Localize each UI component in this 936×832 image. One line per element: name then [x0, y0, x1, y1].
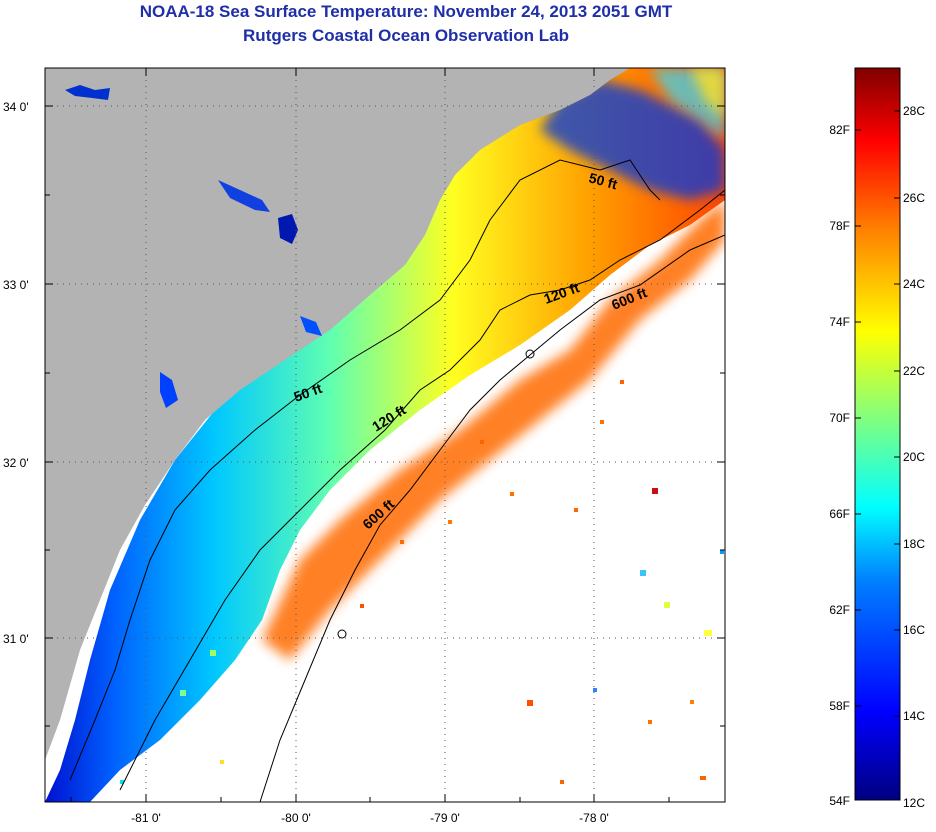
isobath-120ft: [119, 189, 725, 791]
colorbar-c-label: 20C: [903, 450, 925, 464]
sst-field: [45, 68, 725, 802]
colorbar-c-label: 18C: [903, 537, 925, 551]
isobath-50ft: [69, 159, 661, 781]
lon-label: -81 0': [131, 811, 161, 825]
lat-label: 32 0': [3, 456, 29, 470]
colorbar-f-label: 74F: [829, 315, 850, 329]
lon-label: -78 0': [579, 811, 609, 825]
map-frame: [44, 67, 726, 803]
lat-label: 34 0': [3, 100, 29, 114]
colorbar-c-label: 14C: [903, 709, 925, 723]
colorbar-f-label: 54F: [829, 794, 850, 808]
isobath-600ft: [259, 234, 725, 802]
lat-label: 33 0': [3, 278, 29, 292]
colorbar-f-label: 70F: [829, 411, 850, 425]
inland-water: [65, 85, 110, 100]
map-title: NOAA-18 Sea Surface Temperature: Novembe…: [139, 2, 673, 21]
map-subtitle: Rutgers Coastal Ocean Observation Lab: [243, 26, 569, 45]
colorbar-f-label: 78F: [829, 219, 850, 233]
colorbar-scale: [854, 67, 901, 801]
colorbar-c-label: 12C: [903, 796, 925, 810]
lon-label: -79 0': [430, 811, 460, 825]
land-mass: [45, 68, 630, 760]
colorbar-f-label: 66F: [829, 507, 850, 521]
colorbar-f-label: 58F: [829, 699, 850, 713]
lat-label: 31 0': [3, 632, 29, 646]
colorbar-c-label: 16C: [903, 623, 925, 637]
colorbar-c-label: 26C: [903, 191, 925, 205]
map-panel: 50 ft 50 ft 120 ft 120 ft 600 ft 600 ft: [45, 68, 725, 802]
colorbar-c-label: 22C: [903, 364, 925, 378]
colorbar-c-label: 24C: [903, 277, 925, 291]
cold-plume: [540, 80, 725, 200]
warm-water-band: [262, 200, 725, 660]
graticule: [45, 68, 725, 802]
colorbar-f-label: 62F: [829, 603, 850, 617]
colorbar: 82F 78F 74F 70F 66F 62F 58F 54F 28C 26C …: [829, 67, 925, 810]
colorbar-f-label: 82F: [829, 123, 850, 137]
isobath-label: 50 ft: [587, 169, 619, 192]
scattered-sst-pixels: [120, 380, 724, 784]
colorbar-c-label: 28C: [903, 104, 925, 118]
isobath-contours: [69, 159, 725, 802]
lon-label: -80 0': [281, 811, 311, 825]
map-ticks: [45, 68, 725, 802]
